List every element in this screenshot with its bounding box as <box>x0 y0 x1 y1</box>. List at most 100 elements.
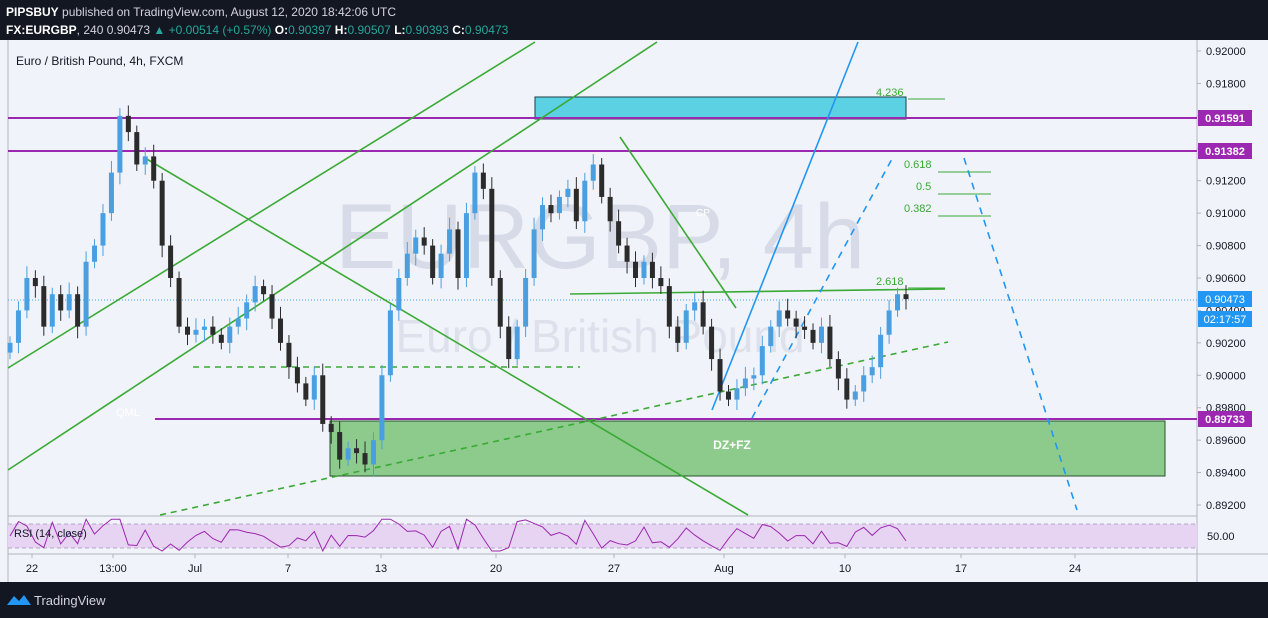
candle-body-40 <box>345 448 351 460</box>
candle-body-68 <box>582 180 588 222</box>
fib-label-0382: 0.382 <box>904 203 932 215</box>
price-chart[interactable]: EURGBP, 4h Euro / British Pound Euro / B… <box>0 40 1268 582</box>
supply-zone[interactable] <box>534 96 907 120</box>
price-tick-label-0: 0.92000 <box>1206 46 1246 58</box>
last-price-badge-text: 0.90473 <box>1205 294 1245 306</box>
level-badge-91591 <box>1198 110 1252 126</box>
close-label: C: <box>448 23 465 37</box>
candle-body-88 <box>751 375 757 379</box>
projection-up-dashed[interactable] <box>751 156 894 419</box>
candle-body-46 <box>396 278 402 311</box>
projection-solid-line[interactable] <box>711 41 859 411</box>
level-badge-91591-text: 0.91591 <box>1205 113 1245 125</box>
candle-body-86 <box>734 388 740 400</box>
candle-body-56 <box>480 172 486 189</box>
candle-body-28 <box>244 302 250 319</box>
candle-body-5 <box>49 294 55 327</box>
candle-body-33 <box>286 342 292 368</box>
candle-body-37 <box>320 375 326 424</box>
candle-body-6 <box>58 294 64 311</box>
rsi-level-label: 50.00 <box>1207 531 1235 543</box>
candle-body-1 <box>15 310 21 343</box>
candle-body-81 <box>692 302 698 311</box>
candle-body-64 <box>548 205 554 214</box>
price-tick-label-12: 0.89600 <box>1206 435 1246 447</box>
candle-body-14 <box>125 115 131 133</box>
countdown-badge-text: 02:17:57 <box>1204 314 1247 326</box>
candle-body-91 <box>776 310 782 327</box>
price-tick-label-9: 0.90200 <box>1206 338 1246 350</box>
candle-body-41 <box>354 448 360 454</box>
trend-lines[interactable] <box>7 41 949 516</box>
channel-line-lower[interactable] <box>7 41 658 471</box>
candle-body-90 <box>768 326 774 347</box>
candle-body-36 <box>311 375 317 400</box>
demand-zone[interactable] <box>329 420 1166 477</box>
candle-body-75 <box>641 261 647 278</box>
candle-body-85 <box>725 391 731 400</box>
candle-body-87 <box>742 378 748 389</box>
rising-dashed-line[interactable] <box>159 341 949 516</box>
level-badge-91382 <box>1198 143 1252 159</box>
countdown-badge <box>1198 311 1252 327</box>
price-tick-label-13: 0.89400 <box>1206 468 1246 480</box>
candle-body-69 <box>590 164 596 181</box>
neckline[interactable] <box>569 288 946 295</box>
channel-line-upper[interactable] <box>7 41 536 369</box>
candle-body-21 <box>185 326 191 335</box>
price-tick-label-14: 0.89200 <box>1206 500 1246 512</box>
time-tick-label-1: 13:00 <box>99 563 127 575</box>
candle-body-57 <box>489 188 495 278</box>
fib-label-2618: 2.618 <box>876 276 904 288</box>
candle-body-62 <box>531 229 537 278</box>
open-label: O: <box>274 23 289 37</box>
time-axis[interactable]: 22 13:00 Jul 7 13 20 27 Aug 10 17 24 <box>26 554 1081 575</box>
descending-line[interactable] <box>144 157 749 516</box>
last-price: 0.90473 <box>106 23 151 37</box>
projection-lines[interactable] <box>711 41 1078 511</box>
candle-body-0 <box>7 342 13 353</box>
fib-label-4236: 4.236 <box>876 87 904 99</box>
candle-body-47 <box>404 253 410 278</box>
projection-down-dashed[interactable] <box>963 157 1078 511</box>
candle-body-24 <box>210 326 216 335</box>
candle-body-59 <box>506 326 512 360</box>
candle-body-74 <box>633 261 639 278</box>
candle-body-44 <box>379 375 385 441</box>
candle-body-96 <box>818 326 824 343</box>
time-tick-label-10: 24 <box>1069 563 1081 575</box>
candle-body-100 <box>852 391 858 400</box>
high-value: 0.90507 <box>347 23 391 37</box>
fib-label-05: 0.5 <box>916 181 931 193</box>
candle-body-39 <box>337 432 343 460</box>
candle-body-89 <box>759 346 765 376</box>
short-trend-line[interactable] <box>619 136 737 309</box>
candle-body-76 <box>649 261 655 278</box>
publisher-name: PIPSBUY <box>6 5 59 19</box>
candle-body-30 <box>261 286 267 295</box>
candle-body-95 <box>810 329 816 343</box>
candle-body-61 <box>523 278 529 327</box>
time-tick-label-6: 27 <box>608 563 620 575</box>
price-tick-label-7: 0.90600 <box>1206 273 1246 285</box>
interval-label: , 240 <box>76 23 107 37</box>
candle-body-10 <box>92 245 98 262</box>
change-up-icon: ▲ <box>150 23 166 37</box>
candle-body-101 <box>861 375 867 392</box>
candle-body-94 <box>802 326 808 330</box>
candle-body-102 <box>869 367 875 376</box>
candle-body-26 <box>227 326 233 343</box>
price-tick-label-5: 0.91000 <box>1206 208 1246 220</box>
candle-body-43 <box>370 440 376 465</box>
candle-body-60 <box>514 326 520 360</box>
rsi-label: RSI (14, close) <box>14 528 87 540</box>
candle-body-31 <box>269 294 275 319</box>
candle-body-80 <box>683 310 689 343</box>
publish-info: PIPSBUY published on TradingView.com, Au… <box>6 5 396 19</box>
candle-body-15 <box>134 132 140 165</box>
candle-body-17 <box>151 156 157 181</box>
candle-body-83 <box>709 326 715 360</box>
ohlc-line: FX:EURGBP, 240 0.90473 ▲ +0.00514 (+0.57… <box>6 23 508 37</box>
price-tick-label-10: 0.90000 <box>1206 370 1246 382</box>
price-tick-label-1: 0.91800 <box>1206 78 1246 90</box>
